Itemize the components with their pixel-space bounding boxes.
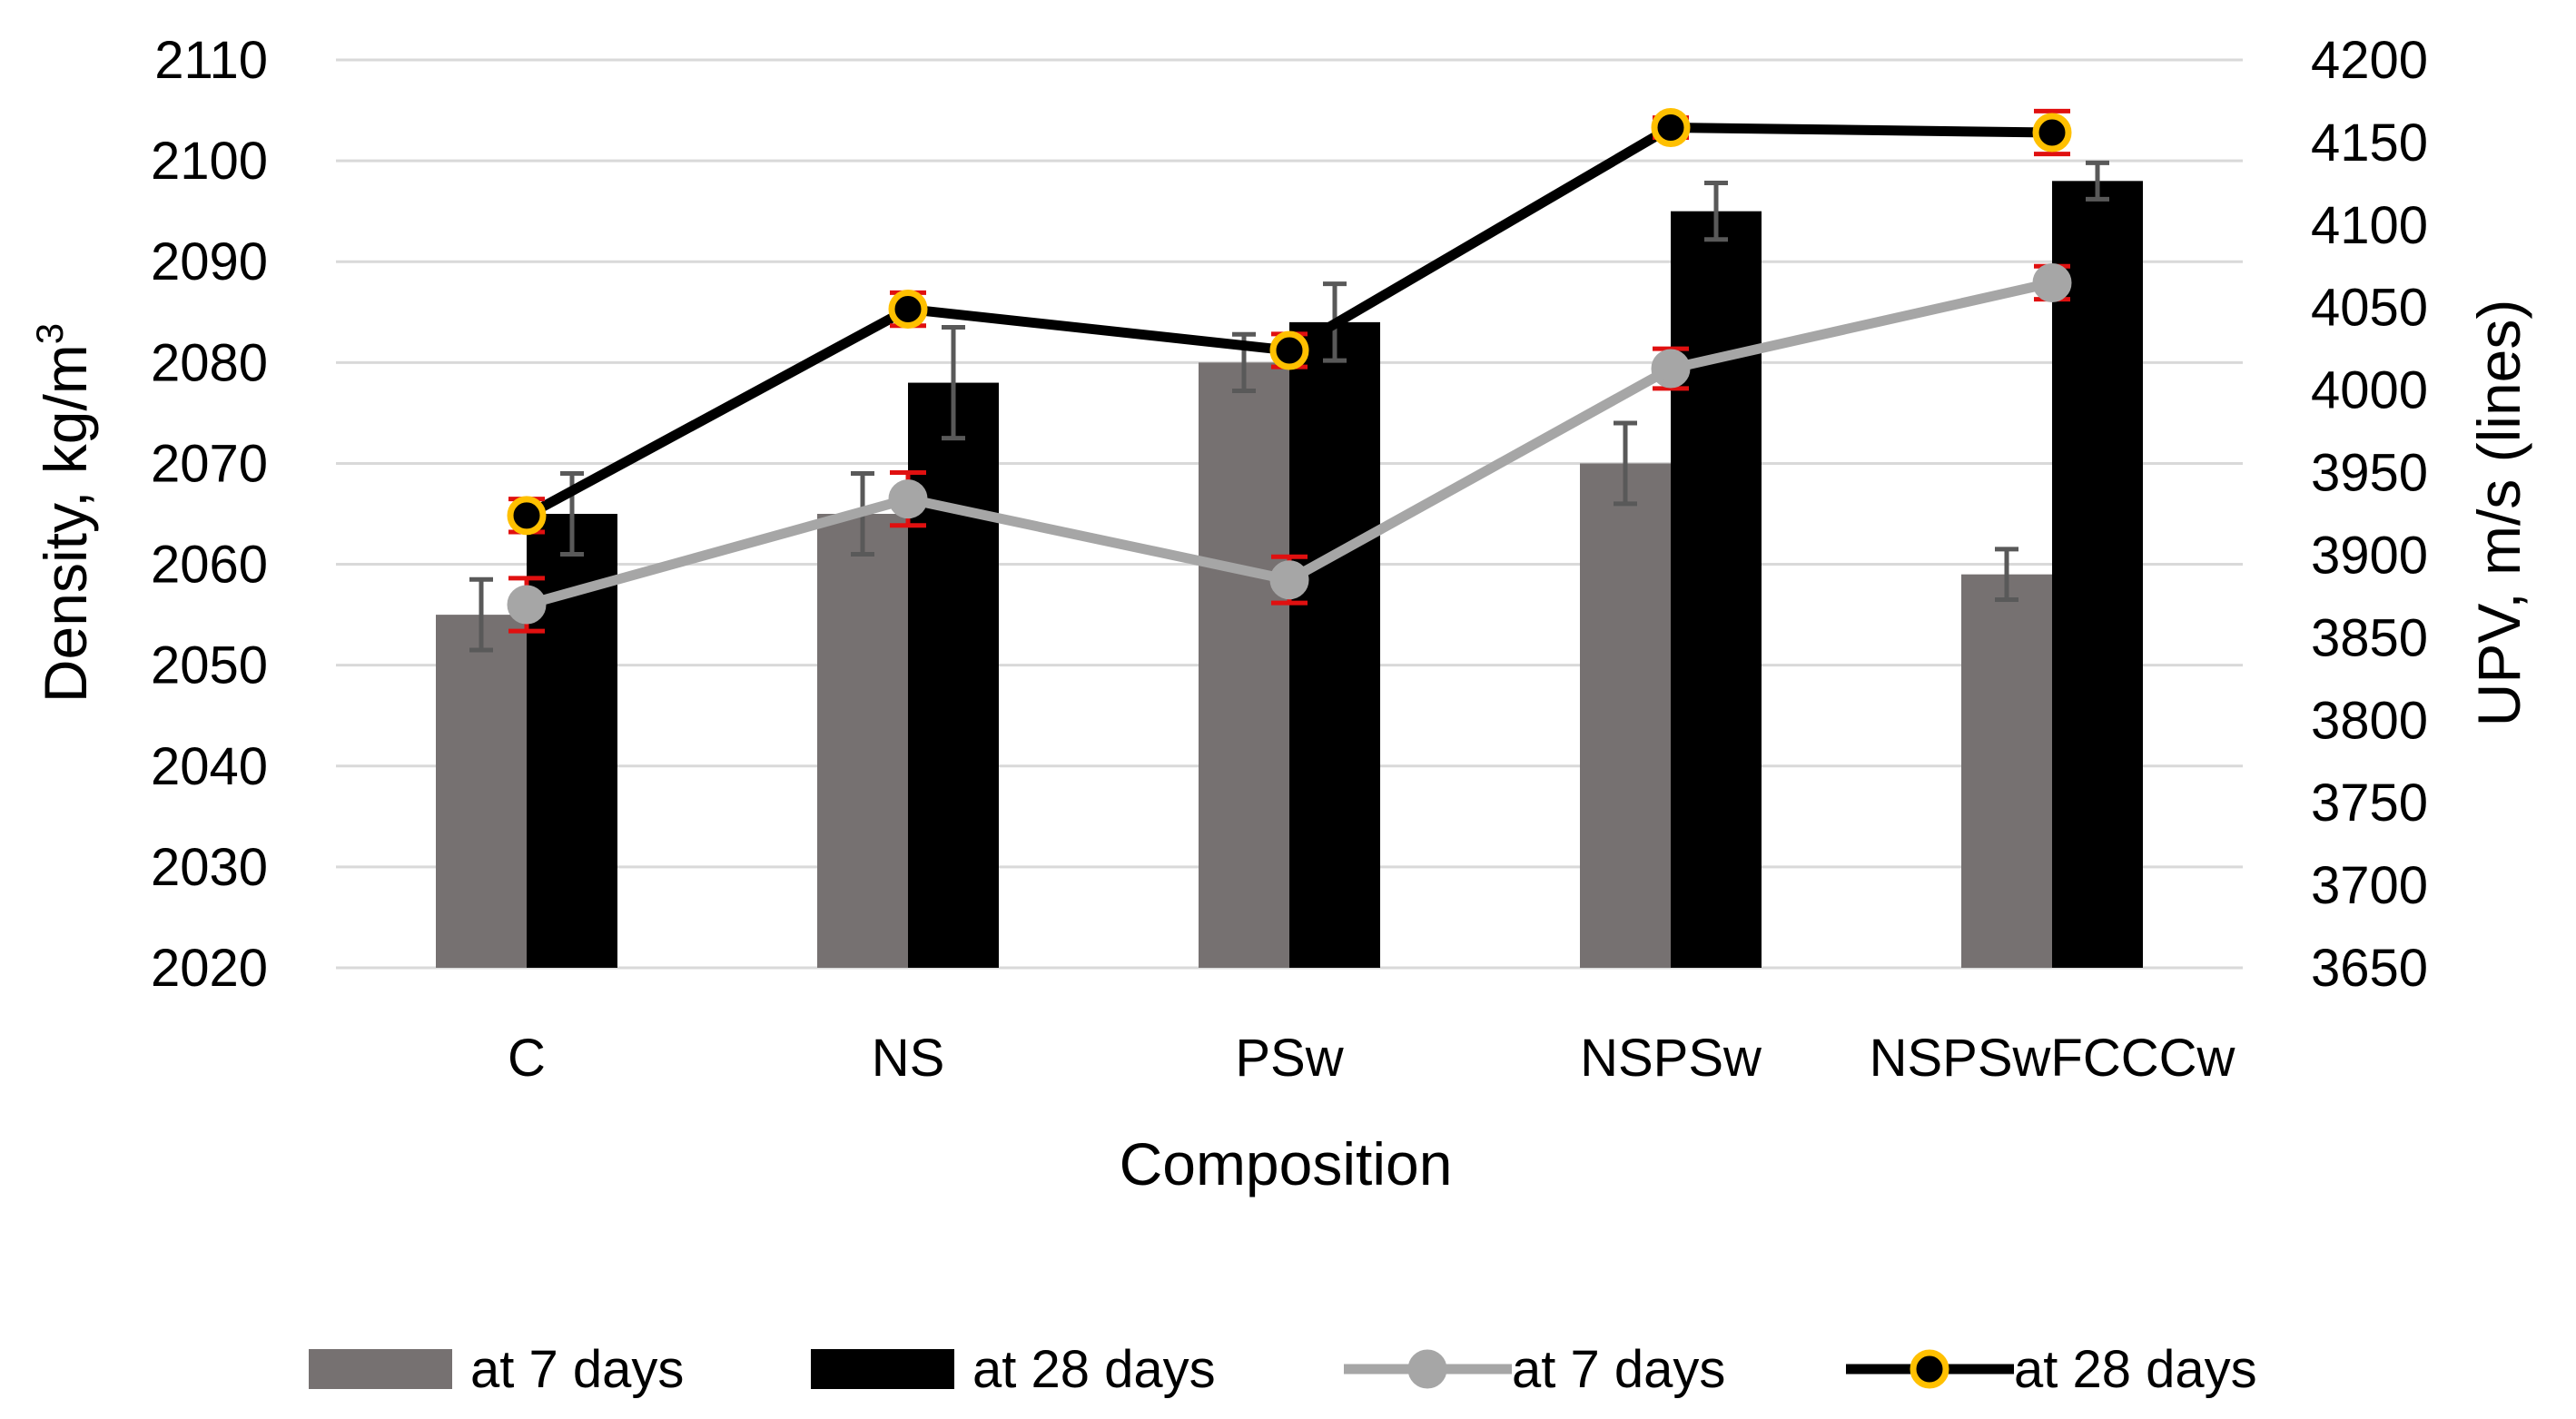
left-axis-title-superscript: 3 [28,323,71,344]
line-series [507,108,2072,634]
left-tick-label: 2110 [154,31,268,90]
line-marker [1651,108,1691,148]
right-tick-label: 4000 [2311,361,2428,420]
right-tick-label: 4050 [2311,279,2428,338]
legend-marker [1910,1349,1949,1389]
x-tick-label: C [508,1029,546,1088]
bar-error-bars [469,160,2109,653]
line-marker [1269,330,1309,370]
legend-label: at 28 days [2014,1340,2257,1399]
bar-error-bar [469,576,493,653]
bar-error-bar [942,324,965,441]
x-tick-label: NSPSw [1580,1029,1762,1088]
line-marker [507,585,547,625]
bar [436,615,527,968]
right-tick-label: 4200 [2311,31,2428,90]
line-marker [1651,349,1691,389]
right-tick-label: 3650 [2311,939,2428,998]
legend-swatch [309,1349,452,1389]
right-tick-label: 4100 [2311,196,2428,255]
bar-error-bar [2086,160,2109,202]
bar [908,382,999,968]
legend: at 7 days at 28 days at 7 days at 28 days [309,1340,2257,1399]
left-tick-label: 2060 [151,536,268,595]
x-axis-title: Composition [1120,1130,1453,1197]
bar-error-bar [1614,420,1637,507]
left-tick-label: 2090 [151,232,268,291]
line-marker [888,290,928,330]
bar-series [436,181,2143,969]
right-tick-label: 3700 [2311,856,2428,915]
legend-label: at 7 days [1512,1340,1725,1399]
line-marker [888,479,928,519]
legend-item: at 7 days [309,1340,684,1399]
line-marker [2032,262,2072,302]
right-tick-label: 3850 [2311,608,2428,667]
left-axis-title: Density, kg/m3 [28,323,99,703]
right-tick-label: 4150 [2311,113,2428,172]
right-tick-label: 3800 [2311,691,2428,750]
bar [2052,181,2143,969]
left-tick-label: 2030 [151,838,268,897]
left-axis-title-text: Density, kg/m [32,344,99,703]
x-tick-label: PSw [1235,1029,1344,1088]
bar-error-bar [1704,181,1728,242]
line-marker [1269,560,1309,600]
legend-label: at 7 days [470,1340,684,1399]
bar [1671,211,1762,968]
left-axis-ticks: 2020 2030 2040 2050 2060 2070 2080 2090 2100 2110 [151,31,268,998]
left-tick-label: 2040 [151,737,268,796]
bar [1961,574,2052,968]
legend-item: at 7 days [1344,1340,1725,1399]
legend-swatch [811,1349,954,1389]
left-tick-label: 2020 [151,939,268,998]
right-tick-label: 3750 [2311,774,2428,833]
right-axis-ticks: 3650 3700 3750 3800 3850 3900 3950 4000 4050 4100… [2311,31,2428,998]
bar [817,514,908,968]
x-axis-ticks: C NS PSw NSPSw NSPSwFCCCw [508,1029,2235,1088]
x-tick-label: NS [872,1029,945,1088]
right-axis-title: UPV, m/s (lines) [2465,300,2532,727]
left-tick-label: 2050 [151,636,268,695]
right-tick-label: 3950 [2311,444,2428,503]
legend-item: at 28 days [1846,1340,2257,1399]
line-marker [2032,113,2072,153]
right-tick-label: 3900 [2311,526,2428,585]
bar [1199,362,1289,968]
legend-marker [1407,1349,1447,1389]
bar [1580,463,1671,968]
left-tick-label: 2080 [151,333,268,392]
legend-item: at 28 days [811,1340,1216,1399]
line-marker [507,496,547,536]
left-tick-label: 2070 [151,434,268,493]
x-tick-label: NSPSwFCCCw [1870,1029,2236,1088]
bar [1289,321,1380,968]
legend-label: at 28 days [972,1340,1216,1399]
bar-error-bar [1995,547,2018,602]
left-tick-label: 2100 [151,132,268,191]
